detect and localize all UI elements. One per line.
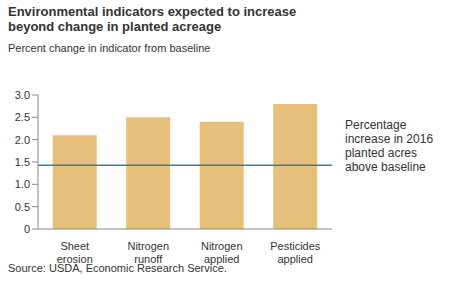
svg-text:Sheeterosion: Sheeterosion [57, 240, 93, 265]
html-text:Source: USDA, Economic Researc: Source: USDA, Economic Research Service. [8, 262, 227, 274]
html-text:Percentage increase in 2016 pl: Percentage increase in 2016 planted acre… [345, 118, 434, 174]
svg-text:0: 0 [24, 223, 30, 235]
html-text:Percent change in indicator fr: Percent change in indicator from baselin… [8, 42, 211, 54]
svg-text:0.5: 0.5 [15, 201, 30, 213]
svg-text:2.5: 2.5 [15, 111, 30, 123]
svg-text:1.5: 1.5 [15, 156, 30, 168]
svg-text:Nitrogenrunoff: Nitrogenrunoff [127, 240, 169, 265]
svg-text:1.0: 1.0 [15, 178, 30, 190]
svg-text:Nitrogenapplied: Nitrogenapplied [201, 240, 243, 265]
html-text:Environmental indicators expec: Environmental indicators expected to inc… [8, 4, 297, 34]
svg-text:3.0: 3.0 [15, 89, 30, 101]
svg-text:2.0: 2.0 [15, 134, 30, 146]
svg-text:Pesticidesapplied: Pesticidesapplied [270, 240, 321, 265]
